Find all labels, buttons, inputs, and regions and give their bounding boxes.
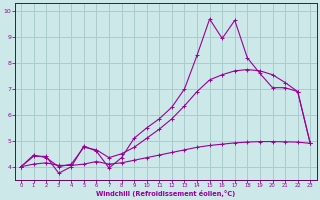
X-axis label: Windchill (Refroidissement éolien,°C): Windchill (Refroidissement éolien,°C) xyxy=(96,190,235,197)
